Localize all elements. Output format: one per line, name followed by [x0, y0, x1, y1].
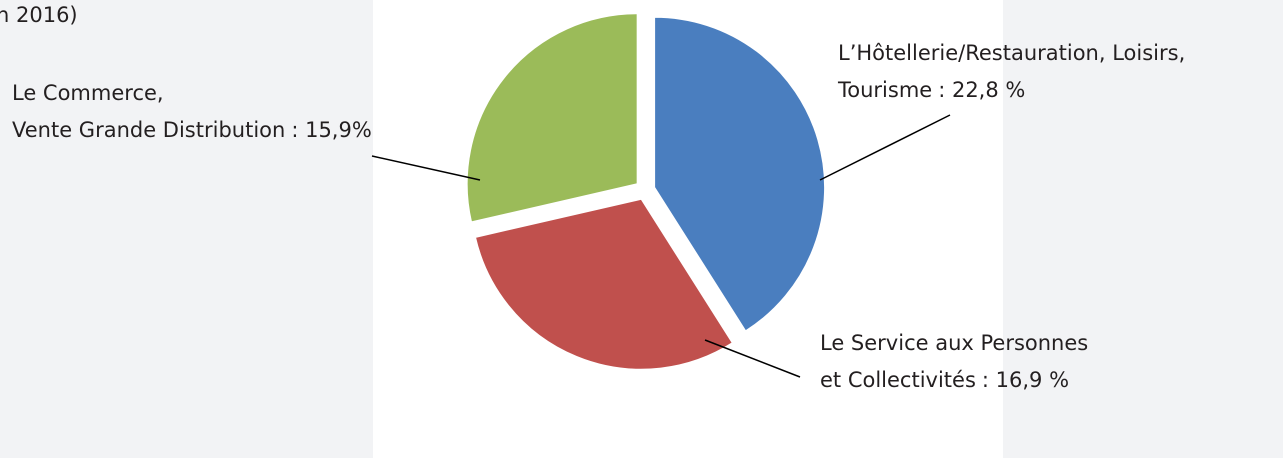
slice-label: L’Hôtellerie/Restauration, Loisirs, Touri… [837, 41, 1185, 102]
leader-line [819, 114, 951, 181]
pie-slice [466, 13, 638, 223]
value-label: : 15,9% [291, 118, 371, 142]
value-label: : 22,8 % [938, 78, 1025, 102]
value-label: : 16,9 % [982, 368, 1069, 392]
pie-slice [654, 16, 826, 332]
chart-title: n 2016) [0, 3, 78, 27]
leader-line [704, 339, 801, 378]
leader-line [371, 155, 481, 181]
slice-label: Le Service aux Personnes et Collectivités [820, 331, 1088, 392]
slice-label: Le Commerce, Vente Grande Distribution [12, 81, 285, 142]
pie-slice [474, 198, 733, 370]
